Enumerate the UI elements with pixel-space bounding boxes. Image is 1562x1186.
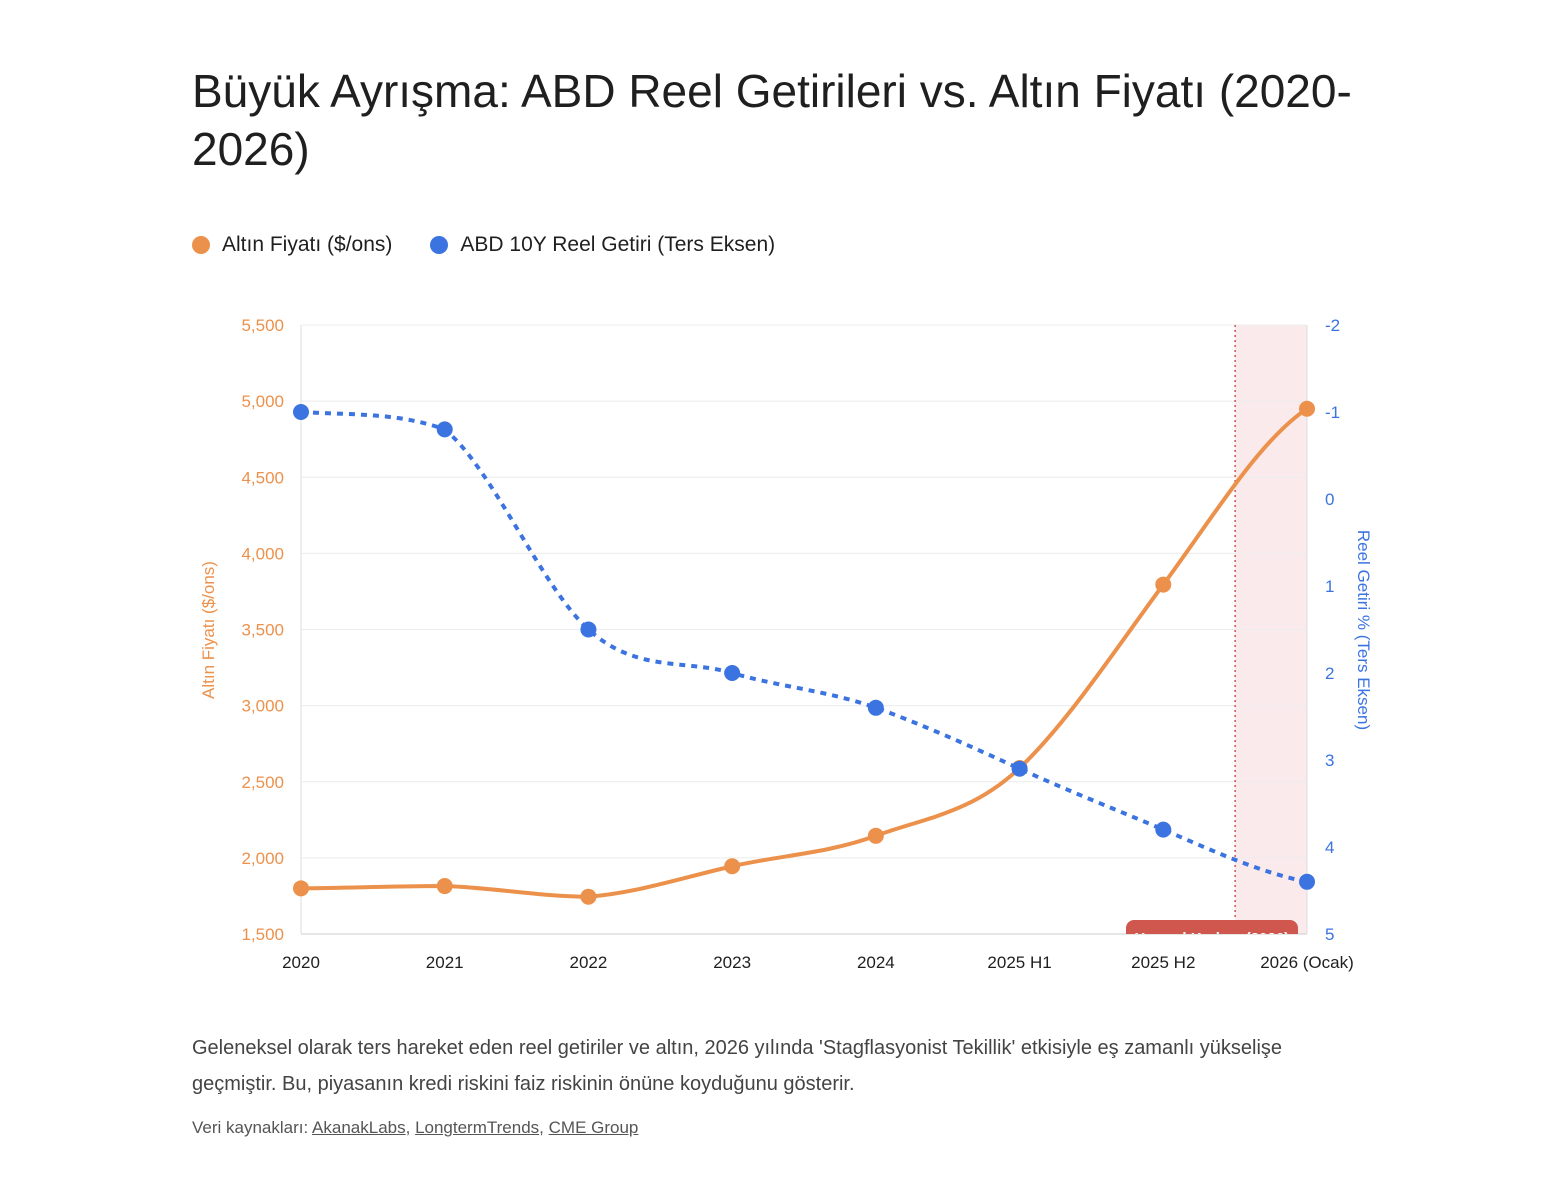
- data-point-real-yield: [724, 665, 741, 681]
- y-left-tick-label: 2,500: [241, 773, 284, 792]
- data-point-real-yield: [867, 699, 884, 716]
- y-right-tick-label: 5: [1325, 925, 1334, 944]
- legend-item-gold[interactable]: Altın Fiyatı ($/ons): [192, 233, 392, 257]
- data-point-real-yield: [293, 404, 309, 420]
- y-left-tick-label: 3,500: [241, 621, 284, 640]
- annotation-label: Yapısal Kırılma (2026): [1126, 920, 1298, 947]
- x-tick-label: 2022: [570, 953, 608, 972]
- chart-description: Geleneksel olarak ters hareket eden reel…: [192, 1037, 1283, 1095]
- legend-label-gold: Altın Fiyatı ($/ons): [222, 233, 393, 256]
- x-tick-label: 2024: [857, 953, 895, 972]
- x-tick-label: 2025 H1: [987, 953, 1051, 972]
- y-right-tick-label: 0: [1325, 490, 1334, 509]
- data-point-real-yield: [1299, 873, 1315, 890]
- x-tick-label: 2021: [426, 953, 464, 972]
- data-point-gold: [867, 827, 884, 844]
- y-right-tick-label: 3: [1325, 751, 1334, 770]
- source-link-cme-group[interactable]: CME Group: [548, 1118, 639, 1137]
- y-left-axis-title: Altın Fiyatı ($/ons): [199, 561, 218, 699]
- y-right-tick-label: -1: [1325, 403, 1340, 422]
- y-right-tick-label: 1: [1325, 577, 1334, 596]
- x-tick-label: 2026 (Ocak): [1260, 953, 1354, 972]
- x-tick-label: 2025 H2: [1131, 953, 1195, 972]
- y-right-tick-label: 4: [1325, 838, 1334, 857]
- data-point-gold: [1155, 576, 1172, 593]
- series-line-gold: [300, 407, 1309, 899]
- data-point-real-yield: [580, 621, 597, 638]
- y-left-tick-label: 5,000: [241, 392, 284, 411]
- source-link-akanaklabs[interactable]: AkanakLabs: [312, 1118, 406, 1137]
- data-point-gold: [1299, 400, 1315, 417]
- y-right-axis-title: Reel Getiri % (Ters Eksen): [1354, 530, 1373, 730]
- source-link-longtermtrends[interactable]: LongtermTrends: [415, 1118, 540, 1137]
- y-left-tick-label: 5,500: [241, 316, 284, 335]
- data-point-real-yield: [436, 421, 453, 438]
- y-left-tick-label: 1,500: [241, 925, 284, 944]
- y-right-tick-label: 2: [1325, 664, 1334, 683]
- y-left-tick-label: 4,500: [241, 468, 284, 487]
- y-left-tick-label: 2,000: [241, 849, 284, 868]
- series-line-real-yield: [300, 410, 1308, 884]
- legend: Altın Fiyatı ($/ons) ABD 10Y Reel Getiri…: [192, 233, 775, 257]
- x-tick-label: 2020: [282, 953, 320, 972]
- data-point-gold: [436, 878, 453, 895]
- y-left-tick-label: 3,000: [241, 697, 284, 716]
- y-right-tick-label: -2: [1325, 316, 1340, 335]
- legend-item-real-yield[interactable]: ABD 10Y Reel Getiri (Ters Eksen): [430, 233, 775, 257]
- data-point-real-yield: [1011, 760, 1028, 777]
- chart-title: Büyük Ayrışma: ABD Reel Getirileri vs. A…: [192, 65, 1352, 175]
- y-left-tick-label: 4,000: [241, 544, 284, 563]
- legend-dot-gold: [192, 236, 210, 254]
- legend-label-real-yield: ABD 10Y Reel Getiri (Ters Eksen): [460, 233, 776, 256]
- data-point-real-yield: [1155, 821, 1172, 838]
- legend-dot-real-yield: [430, 236, 449, 254]
- x-tick-label: 2023: [713, 953, 751, 972]
- data-point-gold: [580, 888, 597, 905]
- data-point-gold: [724, 858, 741, 875]
- data-point-gold: [293, 880, 309, 897]
- data-sources: Veri kaynakları: AkanakLabs, LongtermTre…: [192, 1118, 639, 1137]
- sources-prefix: Veri kaynakları:: [192, 1118, 309, 1137]
- chart: 1,500 2,000 2,500 3,000 3,500 4,000 4,500 5,000…: [199, 316, 1373, 972]
- svg-text:Yapısal Kırılma (2026): Yapısal Kırılma (2026): [1135, 930, 1289, 947]
